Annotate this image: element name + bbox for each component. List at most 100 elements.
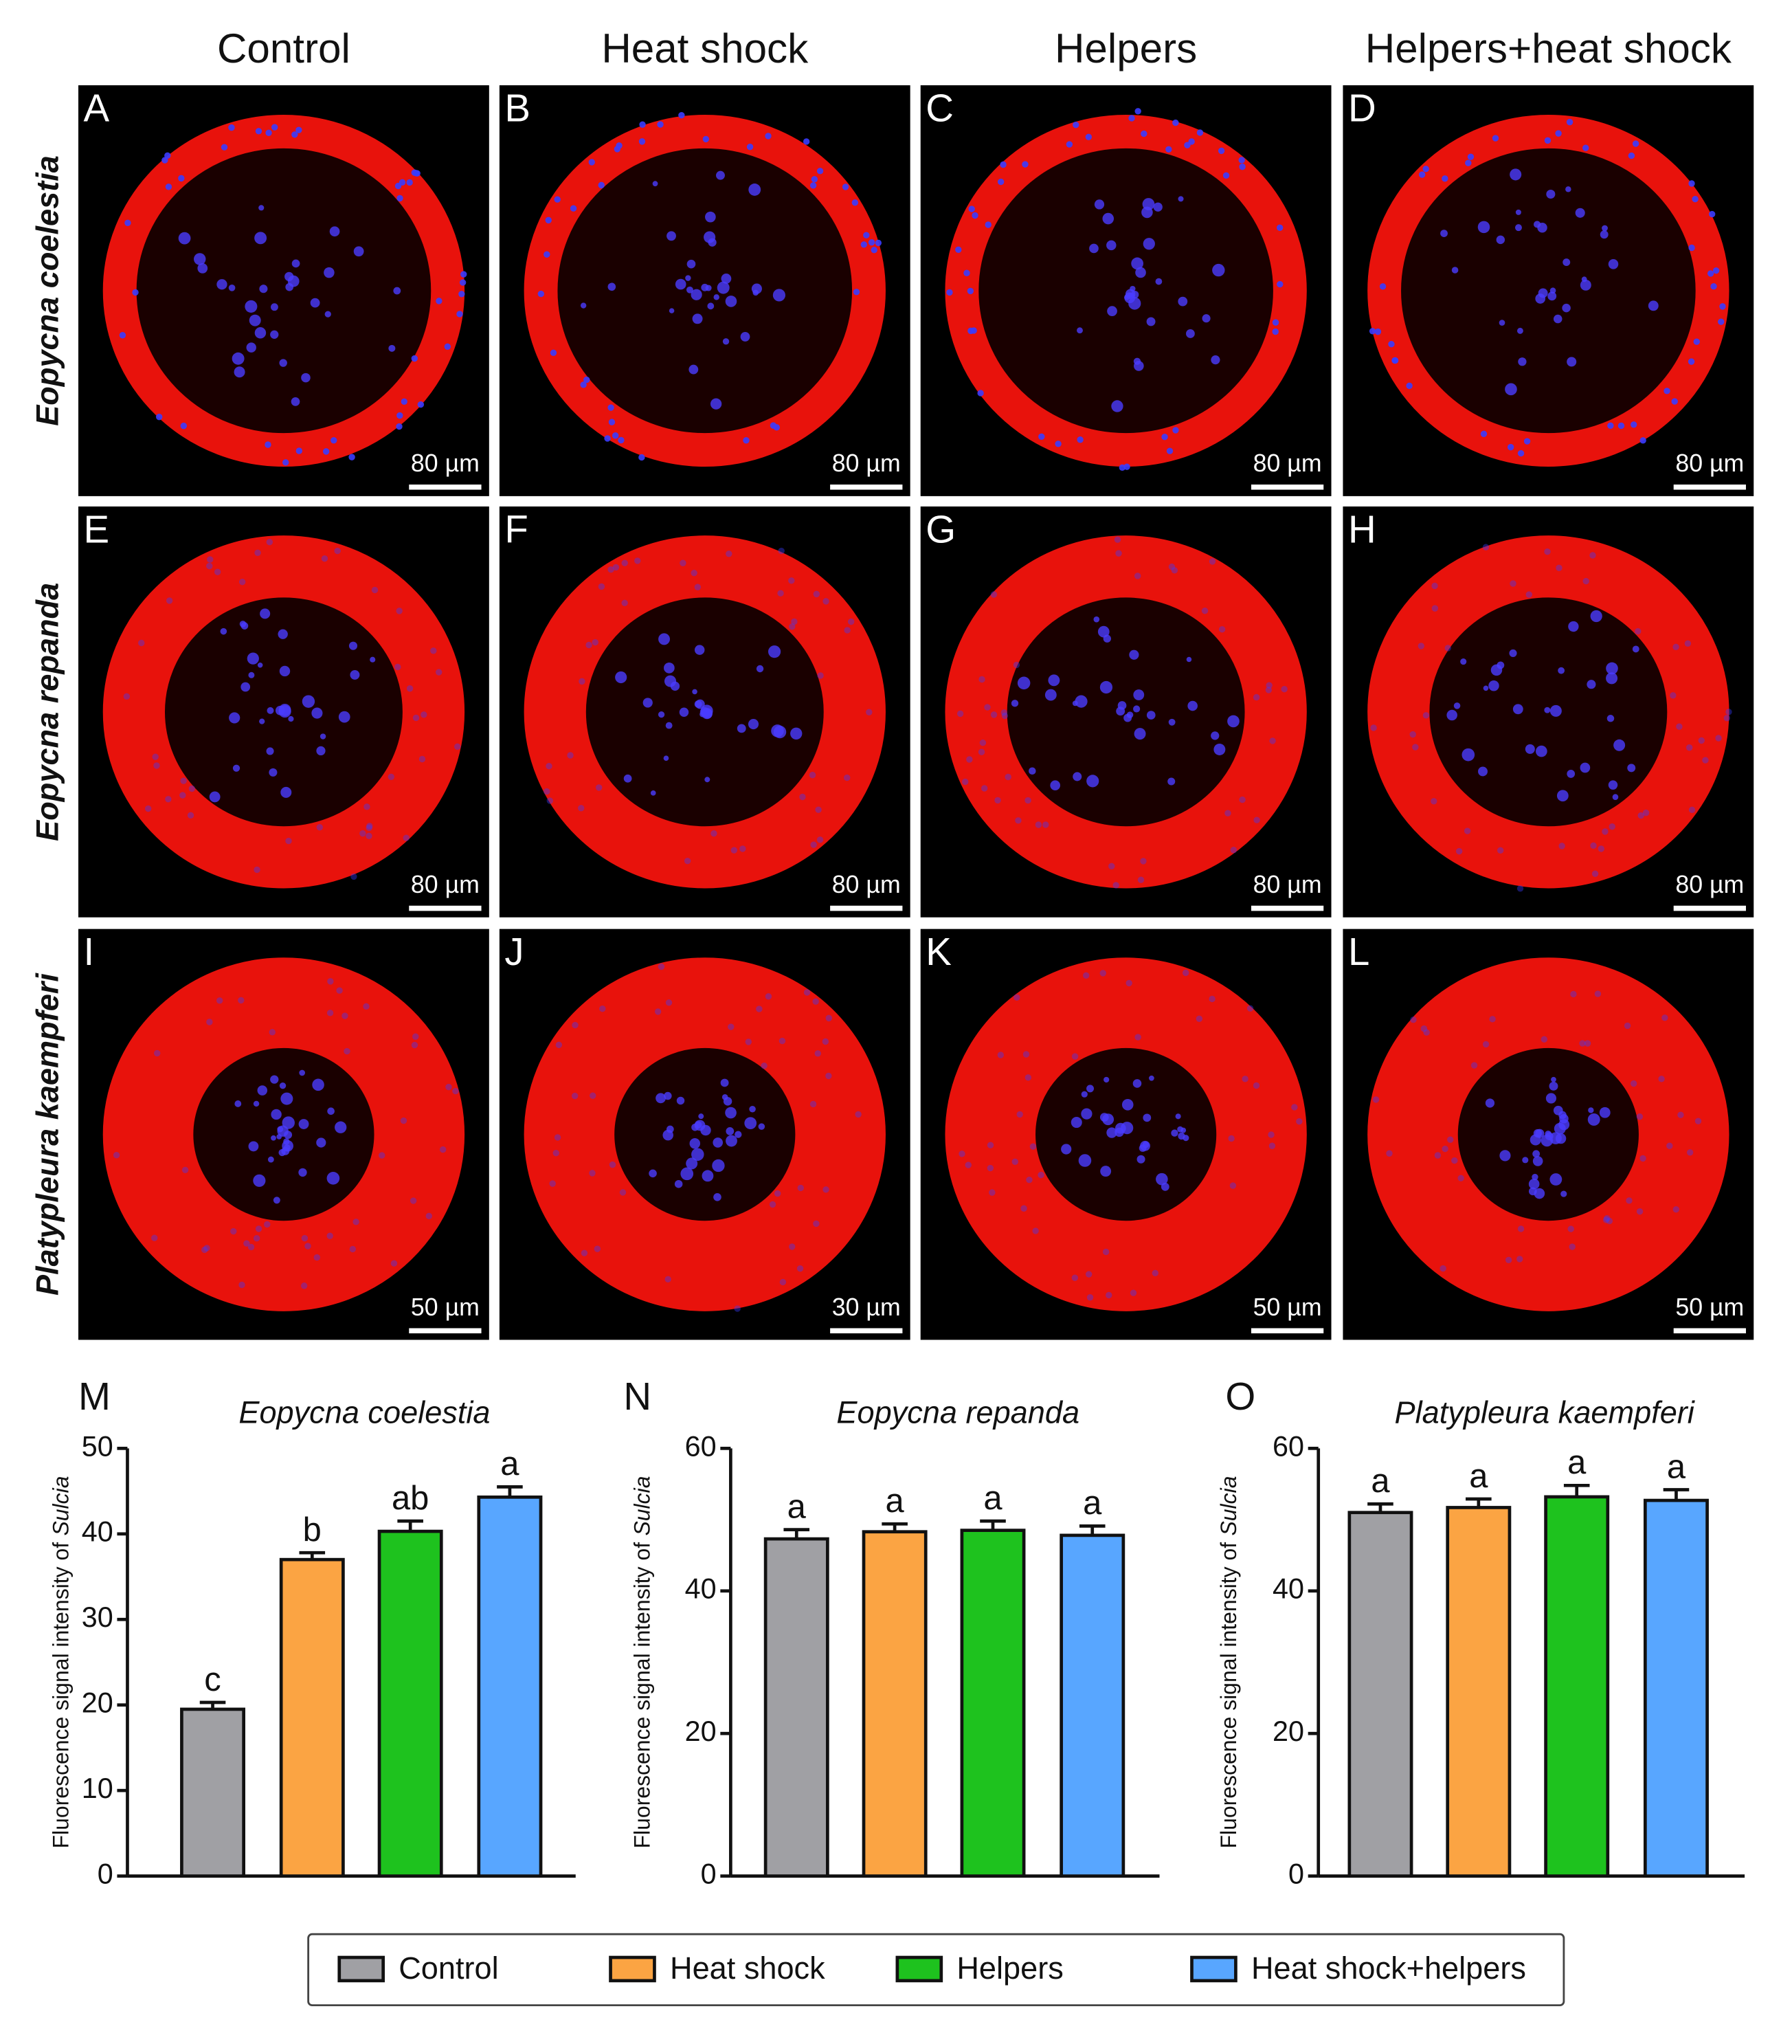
nucleus bbox=[1146, 317, 1156, 326]
y-axis-label-italic: Sulcia bbox=[49, 1476, 74, 1535]
nucleus bbox=[1143, 238, 1155, 250]
nucleus bbox=[406, 179, 413, 186]
panel-letter: O bbox=[1225, 1375, 1255, 1418]
legend-label: Heat shock bbox=[670, 1951, 825, 1986]
nucleus bbox=[1422, 166, 1429, 173]
nucleus bbox=[972, 212, 978, 219]
nucleus bbox=[267, 707, 274, 714]
nucleus bbox=[1222, 172, 1230, 179]
nucleus bbox=[1277, 280, 1284, 288]
legend-swatch bbox=[337, 1955, 385, 1983]
nucleus bbox=[621, 559, 628, 566]
nucleus bbox=[216, 997, 223, 1004]
nucleus bbox=[1102, 1248, 1110, 1256]
nucleus bbox=[722, 338, 730, 345]
bar bbox=[1347, 1511, 1413, 1878]
nucleus bbox=[348, 641, 358, 650]
nucleus bbox=[401, 398, 407, 405]
nucleus bbox=[1587, 1113, 1600, 1126]
nucleus bbox=[1635, 627, 1642, 635]
nucleus bbox=[1020, 1205, 1027, 1212]
nucleus bbox=[692, 313, 703, 324]
nucleus bbox=[311, 707, 323, 719]
nucleus bbox=[1386, 1150, 1393, 1157]
nucleus bbox=[1388, 340, 1395, 348]
nucleus bbox=[1238, 157, 1245, 164]
nucleus bbox=[968, 205, 975, 212]
scale-label: 80 µm bbox=[411, 449, 480, 477]
nucleus bbox=[348, 454, 355, 460]
nucleus bbox=[694, 645, 705, 655]
nucleus bbox=[1106, 1127, 1117, 1138]
nucleus bbox=[545, 216, 552, 224]
nucleus bbox=[583, 376, 590, 384]
nucleus bbox=[232, 764, 240, 772]
nucleus bbox=[279, 1082, 287, 1089]
nucleus bbox=[279, 665, 291, 677]
nucleus bbox=[1133, 689, 1145, 700]
nucleus bbox=[1209, 995, 1216, 1003]
nucleus bbox=[1013, 661, 1020, 669]
nucleus bbox=[201, 1246, 208, 1254]
nucleus bbox=[1532, 1150, 1541, 1158]
nucleus bbox=[1230, 847, 1237, 854]
nucleus bbox=[123, 693, 131, 700]
nucleus bbox=[598, 583, 605, 590]
nucleus bbox=[946, 289, 953, 296]
nucleus bbox=[273, 1197, 280, 1204]
nucleus bbox=[1134, 573, 1141, 579]
nucleus bbox=[301, 1234, 309, 1242]
nucleus bbox=[206, 1019, 213, 1025]
nucleus bbox=[1177, 1126, 1183, 1133]
tissue-ring bbox=[945, 957, 1307, 1311]
nucleus bbox=[350, 873, 357, 880]
nucleus bbox=[799, 793, 806, 801]
nucleus bbox=[254, 549, 261, 556]
nucleus bbox=[341, 1012, 348, 1019]
significance-label: c bbox=[204, 1661, 221, 1698]
nucleus bbox=[1130, 285, 1136, 292]
nucleus bbox=[612, 564, 620, 571]
nucleus bbox=[1149, 1075, 1154, 1081]
nucleus bbox=[271, 1109, 282, 1120]
nucleus bbox=[1587, 680, 1596, 689]
nucleus bbox=[1636, 1113, 1644, 1120]
nucleus bbox=[154, 1049, 161, 1057]
nucleus bbox=[270, 330, 279, 339]
nucleus bbox=[725, 1107, 737, 1119]
nucleus bbox=[871, 247, 877, 254]
nucleus bbox=[1372, 1096, 1380, 1103]
nucleus bbox=[1422, 712, 1430, 719]
nucleus bbox=[280, 786, 292, 798]
nucleus bbox=[1661, 1014, 1668, 1021]
nucleus bbox=[1106, 240, 1117, 251]
nucleus bbox=[1455, 847, 1463, 855]
nucleus bbox=[1137, 876, 1145, 883]
nucleus bbox=[1541, 1036, 1548, 1043]
nucleus bbox=[1549, 704, 1562, 717]
nucleus bbox=[549, 1180, 556, 1187]
nucleus bbox=[1719, 303, 1726, 310]
nucleus bbox=[686, 1157, 698, 1170]
nucleus bbox=[1155, 278, 1163, 285]
nucleus bbox=[350, 669, 360, 680]
nucleus bbox=[1570, 990, 1577, 998]
nucleus bbox=[279, 359, 287, 367]
nucleus bbox=[1718, 318, 1725, 325]
nucleus bbox=[1688, 244, 1695, 252]
nucleus bbox=[1161, 434, 1168, 441]
nucleus bbox=[1418, 171, 1426, 178]
nucleus bbox=[425, 1212, 433, 1219]
nucleus bbox=[247, 1243, 255, 1251]
column-header: Helpers+heat shock bbox=[1365, 25, 1732, 71]
nucleus bbox=[1589, 552, 1596, 559]
nucleus bbox=[454, 743, 461, 750]
nucleus bbox=[555, 1041, 563, 1049]
nucleus bbox=[638, 454, 645, 461]
nucleus bbox=[669, 308, 675, 313]
nucleus bbox=[1146, 711, 1156, 720]
nucleus bbox=[1434, 1152, 1442, 1159]
nucleus bbox=[1567, 357, 1577, 367]
nucleus bbox=[985, 221, 992, 228]
nucleus bbox=[320, 733, 326, 740]
